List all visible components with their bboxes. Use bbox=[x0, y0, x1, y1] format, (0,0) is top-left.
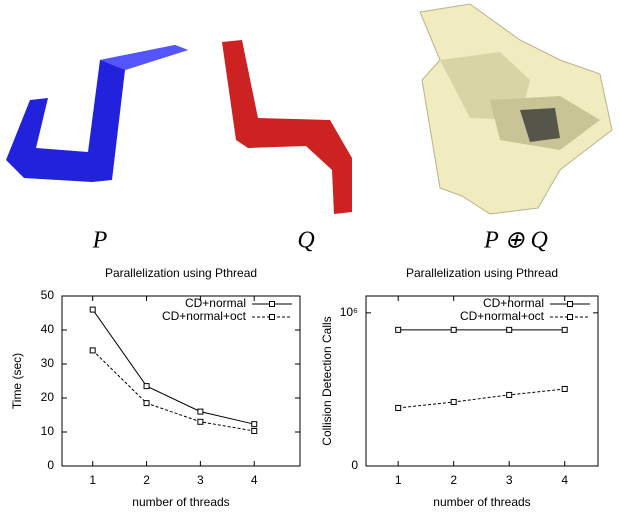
x-tick-label: 3 bbox=[506, 473, 513, 487]
y-tick-label: 30 bbox=[41, 356, 55, 370]
marker bbox=[90, 307, 95, 312]
legend-label: CD+normal bbox=[185, 296, 246, 310]
chart-title: Parallelization using Pthread bbox=[406, 266, 558, 280]
render-pq bbox=[420, 4, 612, 214]
marker bbox=[507, 392, 512, 397]
x-axis-label: number of threads bbox=[132, 495, 229, 509]
marker bbox=[252, 422, 257, 427]
x-tick-label: 4 bbox=[251, 473, 258, 487]
marker bbox=[568, 315, 573, 320]
y-tick-label: 50 bbox=[41, 288, 55, 302]
marker bbox=[507, 327, 512, 332]
panel-label: P bbox=[92, 228, 108, 254]
y-tick-label: 10⁶ bbox=[340, 305, 358, 319]
panel-label: P ⊕ Q bbox=[483, 228, 548, 254]
x-tick-label: 2 bbox=[143, 473, 150, 487]
marker bbox=[562, 386, 567, 391]
y-tick-label: 10 bbox=[41, 424, 55, 438]
marker bbox=[144, 384, 149, 389]
marker bbox=[270, 302, 275, 307]
marker bbox=[144, 401, 149, 406]
render-p bbox=[6, 45, 188, 182]
x-tick-label: 1 bbox=[395, 473, 402, 487]
y-axis-label: Collision Detection Calls bbox=[320, 316, 334, 445]
marker bbox=[396, 405, 401, 410]
marker bbox=[252, 428, 257, 433]
marker bbox=[198, 409, 203, 414]
y-tick-label: 40 bbox=[41, 322, 55, 336]
marker bbox=[568, 302, 573, 307]
legend-label: CD+normal bbox=[483, 296, 544, 310]
marker bbox=[451, 327, 456, 332]
x-tick-label: 3 bbox=[197, 473, 204, 487]
marker bbox=[198, 419, 203, 424]
marker bbox=[270, 315, 275, 320]
y-tick-label: 20 bbox=[41, 390, 55, 404]
panel-label: Q bbox=[297, 228, 314, 254]
x-tick-label: 4 bbox=[561, 473, 568, 487]
marker bbox=[451, 399, 456, 404]
x-axis-label: number of threads bbox=[433, 495, 530, 509]
render-q bbox=[222, 40, 352, 214]
series-line bbox=[93, 310, 255, 425]
legend-label: CD+normal+oct bbox=[162, 309, 247, 323]
y-axis-label: Time (sec) bbox=[10, 353, 24, 409]
chart-title: Parallelization using Pthread bbox=[105, 266, 257, 280]
y-tick-label: 0 bbox=[47, 458, 54, 472]
x-tick-label: 1 bbox=[89, 473, 96, 487]
marker bbox=[396, 327, 401, 332]
series-line bbox=[398, 389, 565, 408]
x-tick-label: 2 bbox=[450, 473, 457, 487]
marker bbox=[90, 348, 95, 353]
legend-label: CD+normal+oct bbox=[460, 309, 545, 323]
marker bbox=[562, 327, 567, 332]
figure: P Q P ⊕ Q Parallelization using Pthread n… bbox=[0, 0, 620, 514]
y-tick-label: 0 bbox=[351, 458, 358, 472]
